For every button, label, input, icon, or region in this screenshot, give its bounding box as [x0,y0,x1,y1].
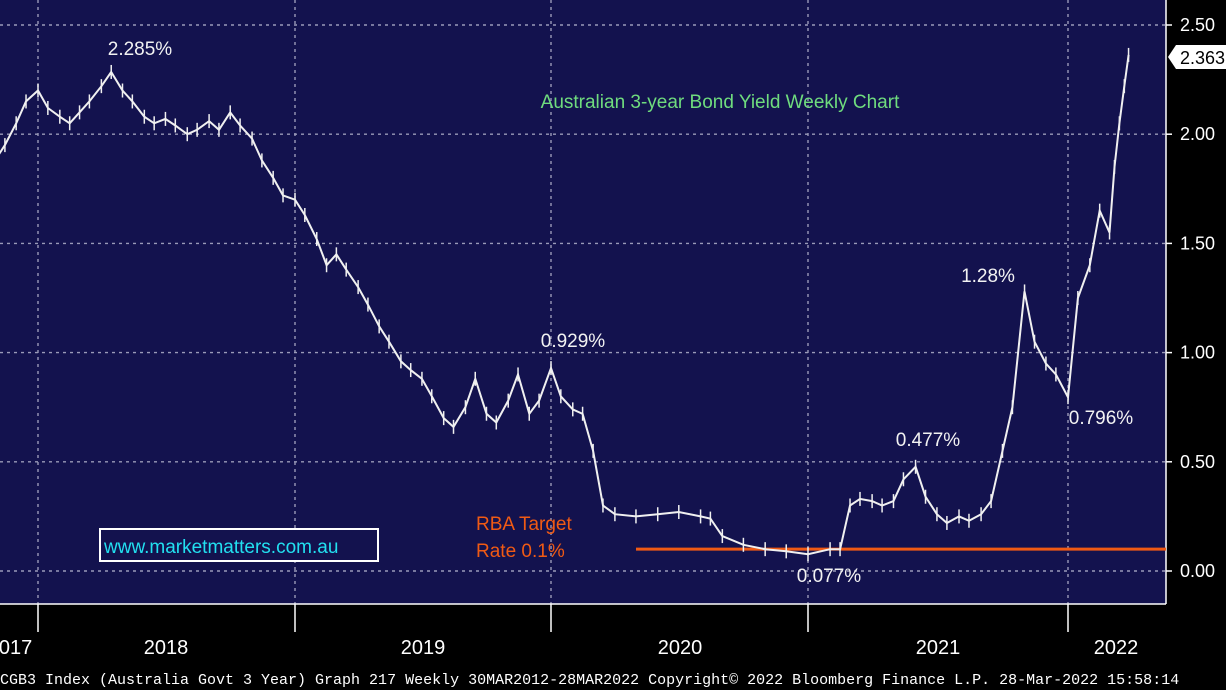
rba-label-line2: Rate 0.1% [476,541,565,562]
yield-line [0,54,1130,556]
last-value-tag [1168,45,1226,69]
annotation-label: 0.929% [541,331,606,352]
y-tick-label: 1.50 [1180,233,1215,253]
annotation-label: 0.796% [1069,408,1134,429]
website-label[interactable]: www.marketmatters.com.au [103,537,338,558]
gridlines [0,0,1166,604]
annotation-label: 1.28% [961,266,1015,287]
yield-series [0,47,1130,562]
x-tick-label: 2020 [658,637,703,659]
x-tick-label: 2017 [0,637,32,659]
y-tick-label: 2.00 [1180,124,1215,144]
rba-label-line1: RBA Target [476,514,572,535]
annotation-label: 0.477% [896,430,961,451]
plot-background [0,0,1166,604]
x-tick-label: 2019 [401,637,446,659]
website-box [99,528,379,562]
footer-source: CGB3 Index (Australia Govt 3 Year) Graph… [0,672,1179,689]
x-tick-label: 2021 [916,637,961,659]
y-tick-label: 0.00 [1180,561,1215,581]
x-axis: 2017 2018 2019 2020 2021 2022 [0,603,1166,659]
y-axis: 2.50 2.00 1.50 1.00 0.50 0.00 [1165,0,1215,604]
x-tick-label: 2022 [1094,637,1139,659]
x-tick-label: 2018 [144,637,189,659]
annotations: 2.285% 0.929% 0.077% 0.477% 1.28% 0.796% [108,39,1134,587]
y-tick-label: 0.50 [1180,452,1215,472]
last-value-label: 2.363 [1180,48,1225,68]
y-tick-label: 1.00 [1180,343,1215,363]
annotation-label: 0.077% [797,566,862,587]
y-tick-label: 2.50 [1180,15,1215,35]
last-value-badge: 2.363 [1168,45,1226,69]
chart-title: Australian 3-year Bond Yield Weekly Char… [541,92,900,113]
annotation-label: 2.285% [108,39,173,60]
